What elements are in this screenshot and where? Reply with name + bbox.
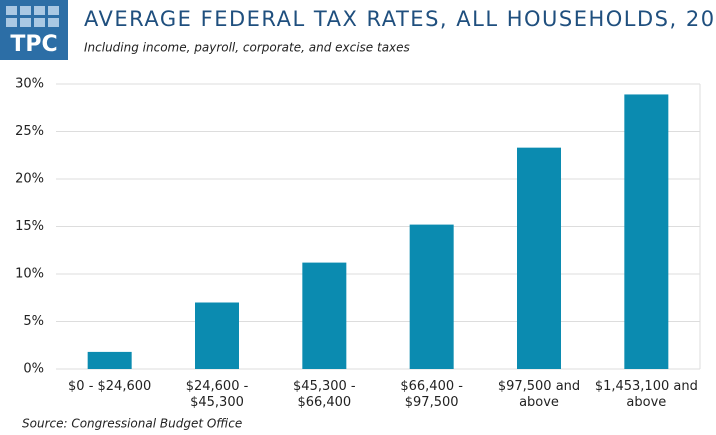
y-tick-label: 30% [15,77,44,92]
x-tick-label: $24,600 - $45,300 [185,379,249,410]
logo-text: TPC [10,32,57,57]
bar [302,262,347,369]
x-tick-label: $1,453,100 and above [594,379,698,410]
chart-subtitle: Including income, payroll, corporate, an… [84,41,410,55]
x-tick-label: $66,400 - $97,500 [400,379,463,410]
y-tick-label: 5% [23,314,44,329]
source: Source: Congressional Budget Office [22,417,242,431]
bar [87,351,132,369]
chart-title: AVERAGE FEDERAL TAX RATES, ALL HOUSEHOLD… [84,7,716,31]
x-tick-label: $45,300 - $66,400 [293,379,356,410]
y-tick-label: 10% [15,267,44,282]
bar [517,147,561,369]
bar [624,94,669,369]
logo-grid [6,6,59,27]
bar [195,302,239,369]
y-tick-label: 15% [15,219,44,234]
x-tick-label: $0 - $24,600 [68,379,152,394]
y-tick-label: 20% [15,172,44,187]
x-tick-label: $97,500 and above [497,379,581,410]
bar [409,224,454,369]
y-tick-label: 25% [15,124,44,139]
y-tick-label: 0% [23,362,44,377]
